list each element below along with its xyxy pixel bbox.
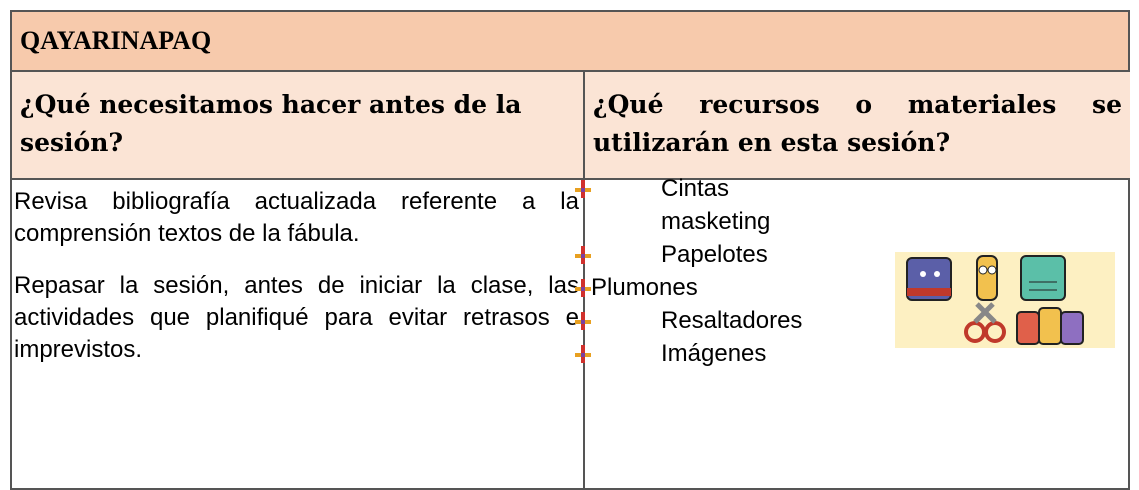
table-title: QAYARINAPAQ (12, 12, 1128, 72)
material-item: Resaltadores (575, 304, 875, 337)
material-text: Resaltadores (661, 307, 803, 334)
materials-list: Cintas masketing Papelotes Plumones Resalta… (575, 168, 875, 370)
paragraph: Revisa bibliografía actualizada referent… (14, 188, 579, 247)
material-text: Papelotes (661, 241, 768, 268)
lesson-table: QAYARINAPAQ ¿Qué necesitamos hacer antes… (10, 10, 1130, 490)
bullet-icon (575, 312, 591, 330)
preparation-cell: Revisa bibliografía actualizada referent… (12, 180, 585, 490)
material-item: Plumones (575, 271, 875, 304)
column-header: ¿Qué recursos o materiales se utilizarán… (585, 72, 1130, 180)
bullet-icon (575, 246, 591, 264)
material-item: Papelotes (575, 238, 875, 271)
material-text: Imágenes (661, 340, 767, 367)
material-text: Cintas masketing (661, 175, 771, 235)
material-item: Cintas masketing (575, 172, 875, 238)
paragraph: Repasar la sesión, antes de iniciar la c… (14, 272, 579, 363)
bullet-icon (575, 279, 591, 297)
school-supplies-clipart (895, 252, 1115, 348)
bullet-icon (575, 345, 591, 363)
bullet-icon (575, 180, 591, 198)
material-item: Imágenes (575, 337, 875, 370)
column-header: ¿Qué necesitamos hacer antes de la sesió… (12, 72, 585, 180)
material-text: Plumones (591, 274, 698, 301)
